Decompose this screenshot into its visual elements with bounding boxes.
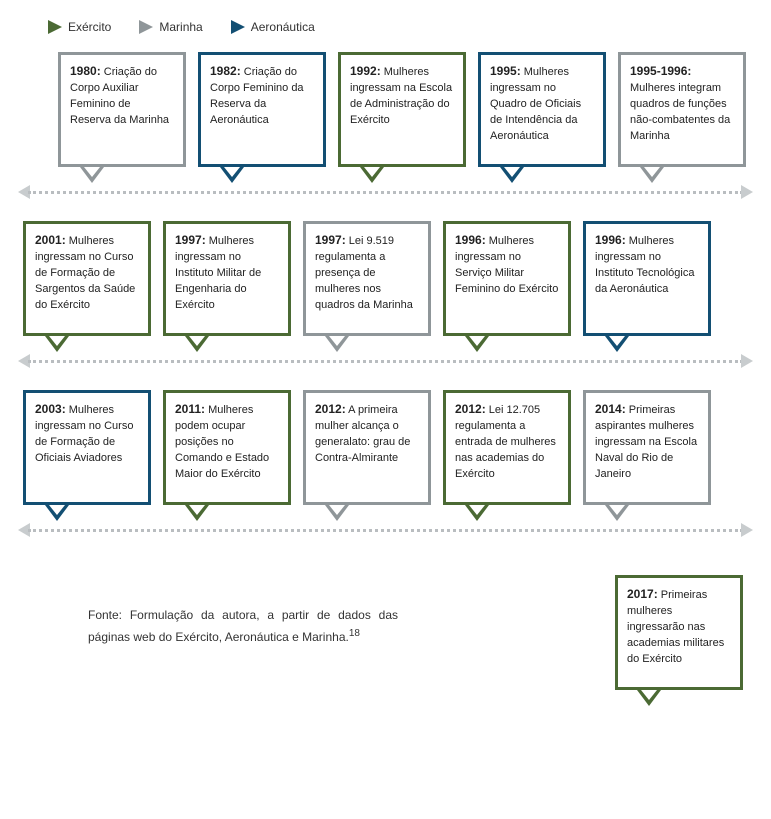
card-body: 1980: Criação do Corpo Auxiliar Feminino… [58, 52, 186, 167]
arrow-right-icon [741, 185, 753, 199]
timeline-card: 2012: Lei 12.705 regulamenta a entrada d… [443, 390, 571, 505]
card-pointer-inner [641, 690, 657, 700]
timeline-card: 2001: Mulheres ingressam no Curso de For… [23, 221, 151, 336]
timeline-row-1: 1980: Criação do Corpo Auxiliar Feminino… [58, 52, 753, 167]
legend-label: Aeronáutica [251, 20, 315, 34]
card-body: 1992: Mulheres ingressam na Escola de Ad… [338, 52, 466, 167]
card-body: 2001: Mulheres ingressam no Curso de For… [23, 221, 151, 336]
card-body: 1996: Mulheres ingressam no Instituto Te… [583, 221, 711, 336]
card-body: 1997: Lei 9.519 regulamenta a presença d… [303, 221, 431, 336]
timeline-card: 2014: Primeiras aspirantes mulheres ingr… [583, 390, 711, 505]
legend-label: Exército [68, 20, 111, 34]
card-year: 2012: [315, 402, 346, 416]
card-pointer-inner [329, 505, 345, 515]
card-pointer-inner [189, 336, 205, 346]
card-pointer-inner [189, 505, 205, 515]
timeline-card: 1995: Mulheres ingressam no Quadro de Of… [478, 52, 606, 167]
card-body: 2011: Mulheres podem ocupar posições no … [163, 390, 291, 505]
card-body: 2012: Lei 12.705 regulamenta a entrada d… [443, 390, 571, 505]
card-year: 2017: [627, 587, 658, 601]
card-text: Mulheres integram quadros de funções não… [630, 82, 730, 142]
card-pointer-inner [644, 167, 660, 177]
card-pointer-inner [224, 167, 240, 177]
card-year: 2014: [595, 402, 626, 416]
card-pointer-inner [469, 336, 485, 346]
card-year: 2001: [35, 233, 66, 247]
card-body: 1995-1996: Mulheres integram quadros de … [618, 52, 746, 167]
card-year: 2011: [175, 402, 205, 416]
timeline-card: 1997: Lei 9.519 regulamenta a presença d… [303, 221, 431, 336]
card-body: 1995: Mulheres ingressam no Quadro de Of… [478, 52, 606, 167]
card-pointer-inner [364, 167, 380, 177]
legend-triangle-icon [48, 20, 62, 34]
arrow-right-icon [741, 354, 753, 368]
card-pointer-inner [469, 505, 485, 515]
legend-triangle-icon [231, 20, 245, 34]
timeline-card: 1995-1996: Mulheres integram quadros de … [618, 52, 746, 167]
card-body: 2003: Mulheres ingressam no Curso de For… [23, 390, 151, 505]
card-pointer-inner [49, 336, 65, 346]
card-body: 2012: A primeira mulher alcança o genera… [303, 390, 431, 505]
timeline-card: 1997: Mulheres ingressam no Instituto Mi… [163, 221, 291, 336]
card-year: 1996: [595, 233, 626, 247]
timeline-row-4: 2017: Primeiras mulheres ingressarão nas… [438, 575, 753, 690]
timeline-row-2: 2001: Mulheres ingressam no Curso de For… [23, 221, 753, 336]
card-pointer-inner [329, 336, 345, 346]
card-pointer-inner [84, 167, 100, 177]
legend-item: Aeronáutica [231, 20, 315, 34]
legend-triangle-icon [139, 20, 153, 34]
card-year: 1997: [175, 233, 206, 247]
dotted-line [28, 529, 743, 532]
card-year: 1980: [70, 64, 101, 78]
dotted-connector-3 [18, 517, 753, 545]
timeline-card: 2011: Mulheres podem ocupar posições no … [163, 390, 291, 505]
source-sup: 18 [349, 628, 360, 639]
legend-label: Marinha [159, 20, 202, 34]
card-body: 2014: Primeiras aspirantes mulheres ingr… [583, 390, 711, 505]
timeline-card: 1992: Mulheres ingressam na Escola de Ad… [338, 52, 466, 167]
legend: Exército Marinha Aeronáutica [48, 20, 753, 34]
card-year: 1996: [455, 233, 486, 247]
dotted-connector-2 [18, 348, 753, 376]
card-body: 1996: Mulheres ingressam no Serviço Mili… [443, 221, 571, 336]
timeline-card: 1996: Mulheres ingressam no Serviço Mili… [443, 221, 571, 336]
timeline-card: 1982: Criação do Corpo Feminino da Reser… [198, 52, 326, 167]
card-year: 1997: [315, 233, 346, 247]
legend-item: Exército [48, 20, 111, 34]
card-body: 2017: Primeiras mulheres ingressarão nas… [615, 575, 743, 690]
card-year: 1995-1996: [630, 64, 691, 78]
card-year: 1992: [350, 64, 381, 78]
dotted-line [28, 191, 743, 194]
dotted-connector-1 [18, 179, 753, 207]
dotted-line [28, 360, 743, 363]
timeline-card: 1996: Mulheres ingressam no Instituto Te… [583, 221, 711, 336]
arrow-right-icon [741, 523, 753, 537]
bottom-row: Fonte: Formulação da autora, a partir de… [18, 575, 753, 702]
card-body: 1982: Criação do Corpo Feminino da Reser… [198, 52, 326, 167]
timeline-row-3: 2003: Mulheres ingressam no Curso de For… [23, 390, 753, 505]
timeline-card: 2012: A primeira mulher alcança o genera… [303, 390, 431, 505]
card-pointer-inner [49, 505, 65, 515]
card-year: 1995: [490, 64, 521, 78]
card-year: 1982: [210, 64, 241, 78]
legend-item: Marinha [139, 20, 202, 34]
card-pointer-inner [609, 505, 625, 515]
source-caption: Fonte: Formulação da autora, a partir de… [88, 605, 398, 648]
timeline-card: 2017: Primeiras mulheres ingressarão nas… [615, 575, 743, 690]
card-body: 1997: Mulheres ingressam no Instituto Mi… [163, 221, 291, 336]
card-year: 2003: [35, 402, 66, 416]
timeline-card: 1980: Criação do Corpo Auxiliar Feminino… [58, 52, 186, 167]
card-year: 2012: [455, 402, 486, 416]
timeline-card: 2003: Mulheres ingressam no Curso de For… [23, 390, 151, 505]
card-pointer-inner [504, 167, 520, 177]
card-pointer-inner [609, 336, 625, 346]
